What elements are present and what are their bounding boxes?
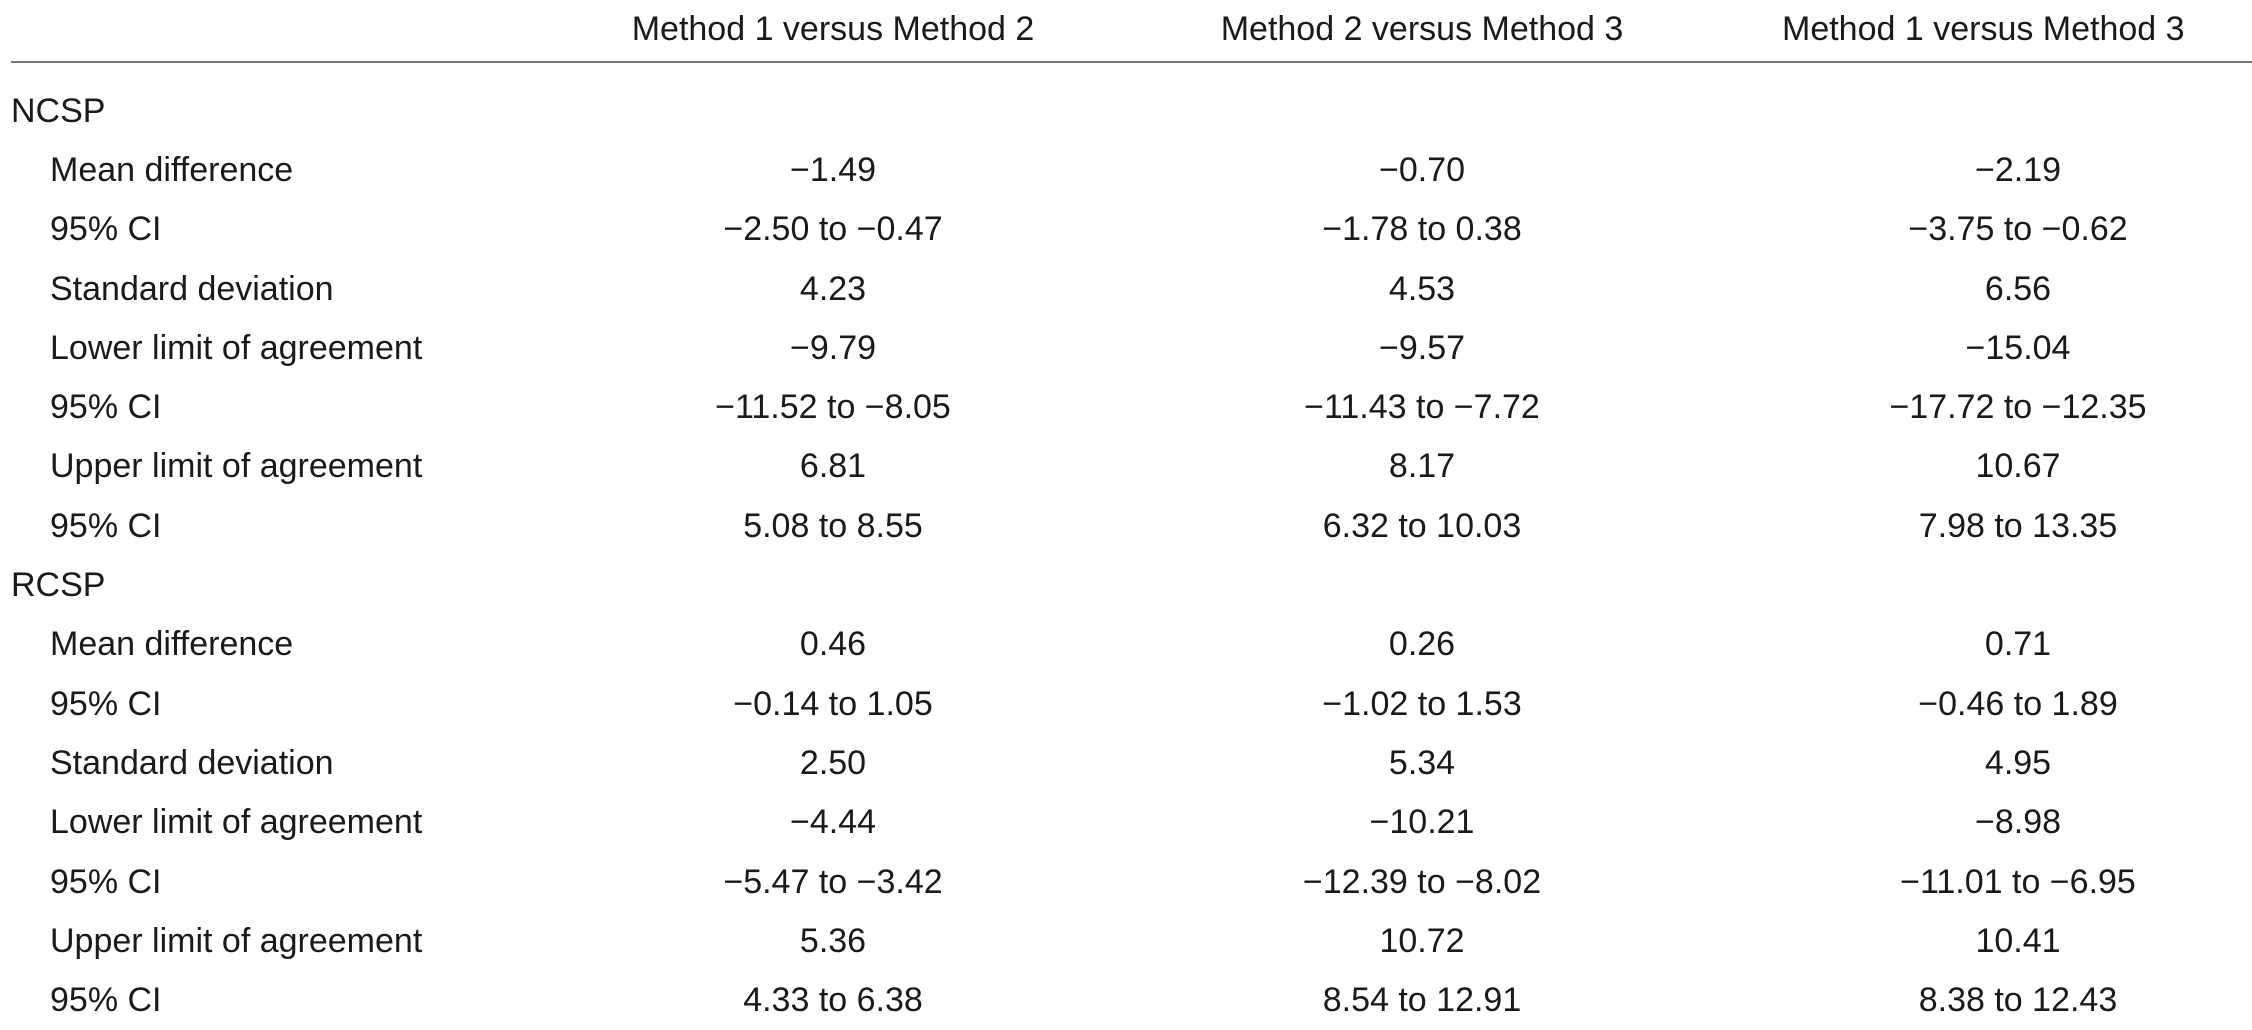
row-label: 95% CI — [50, 684, 162, 723]
cell-value: 8.17 — [1388, 447, 1456, 486]
cell-value: −3.75 to −0.62 — [1908, 210, 2128, 249]
header-rule — [11, 61, 2252, 63]
row-label: Lower limit of agreement — [50, 803, 423, 842]
row-label: 95% CI — [50, 506, 162, 545]
column-header: Method 1 versus Method 3 — [1782, 10, 2185, 48]
cell-value: −11.43 to −7.72 — [1304, 388, 1540, 427]
cell-value: 2.50 — [799, 743, 867, 782]
cell-value: −11.01 to −6.95 — [1900, 862, 2136, 901]
row-label: Upper limit of agreement — [50, 921, 423, 960]
row-label: 95% CI — [50, 981, 162, 1020]
cell-value: 4.23 — [799, 269, 867, 308]
cell-value: −15.04 — [1965, 328, 2071, 367]
row-label: 95% CI — [50, 210, 162, 249]
cell-value: 7.98 to 13.35 — [1918, 506, 2118, 545]
column-header: Method 1 versus Method 2 — [631, 10, 1035, 48]
row-label: Mean difference — [50, 625, 294, 664]
cell-value: 8.54 to 12.91 — [1322, 981, 1522, 1020]
cell-value: −2.50 to −0.47 — [723, 210, 943, 249]
cell-value: 8.38 to 12.43 — [1918, 981, 2118, 1020]
cell-value: −0.14 to 1.05 — [733, 684, 933, 723]
cell-value: 6.81 — [799, 447, 867, 486]
section-title: RCSP — [11, 566, 106, 604]
cell-value: −12.39 to −8.02 — [1302, 862, 1542, 901]
cell-value: 0.46 — [799, 625, 867, 664]
cell-value: −1.49 — [789, 150, 877, 189]
row-label: Mean difference — [50, 150, 294, 189]
cell-value: −0.70 — [1378, 150, 1466, 189]
row-label: 95% CI — [50, 388, 162, 427]
cell-value: −11.52 to −8.05 — [715, 388, 951, 427]
cell-value: −1.78 to 0.38 — [1322, 210, 1522, 249]
cell-value: −10.21 — [1369, 803, 1475, 842]
cell-value: 0.71 — [1984, 625, 2052, 664]
cell-value: 0.26 — [1388, 625, 1456, 664]
row-label: Lower limit of agreement — [50, 328, 423, 367]
cell-value: 6.56 — [1984, 269, 2052, 308]
cell-value: 5.36 — [799, 921, 867, 960]
cell-value: 10.41 — [1975, 921, 2061, 960]
cell-value: 4.33 to 6.38 — [743, 981, 923, 1020]
row-label: 95% CI — [50, 862, 162, 901]
cell-value: −5.47 to −3.42 — [723, 862, 943, 901]
cell-value: −8.98 — [1974, 803, 2062, 842]
cell-value: 5.08 to 8.55 — [743, 506, 923, 545]
row-label: Standard deviation — [50, 269, 334, 308]
cell-value: 5.34 — [1388, 743, 1456, 782]
row-label: Upper limit of agreement — [50, 447, 423, 486]
row-label: Standard deviation — [50, 743, 334, 782]
cell-value: 10.72 — [1379, 921, 1465, 960]
cell-value: −2.19 — [1974, 150, 2062, 189]
cell-value: 4.53 — [1388, 269, 1456, 308]
cell-value: −0.46 to 1.89 — [1918, 684, 2118, 723]
cell-value: 10.67 — [1975, 447, 2061, 486]
column-header: Method 2 versus Method 3 — [1220, 10, 1624, 48]
cell-value: 4.95 — [1984, 743, 2052, 782]
section-title: NCSP — [11, 91, 106, 130]
cell-value: 6.32 to 10.03 — [1322, 506, 1522, 545]
cell-value: −1.02 to 1.53 — [1322, 684, 1522, 723]
cell-value: −9.79 — [789, 328, 877, 367]
cell-value: −4.44 — [789, 803, 877, 842]
cell-value: −17.72 to −12.35 — [1889, 388, 2147, 427]
cell-value: −9.57 — [1378, 328, 1466, 367]
